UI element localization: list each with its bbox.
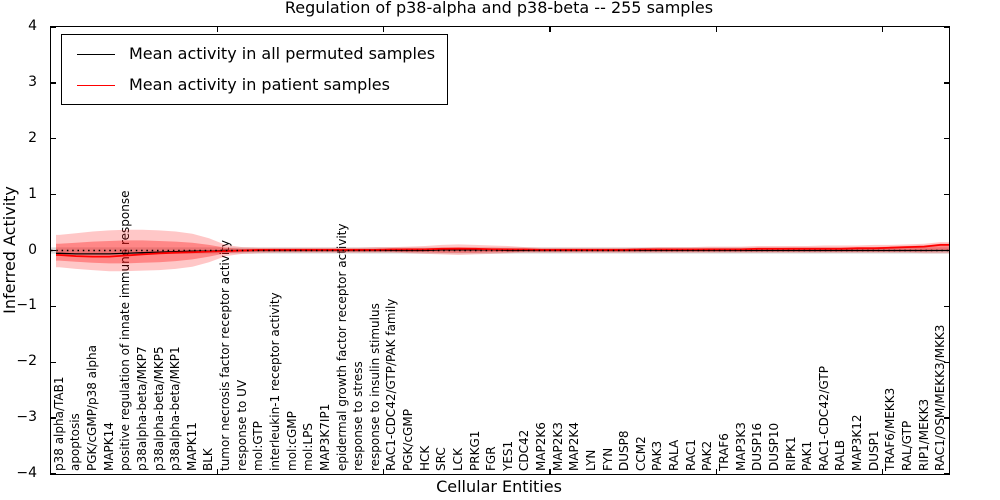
legend: Mean activity in all permuted samples Me…: [61, 34, 449, 105]
tick-mark: [881, 27, 884, 32]
tick-mark: [51, 26, 56, 28]
y-tick-label: −4: [16, 465, 37, 481]
tick-mark: [944, 473, 949, 475]
tick-mark: [881, 469, 884, 474]
tick-mark: [944, 82, 949, 84]
tick-mark: [944, 249, 949, 252]
chart-title: Regulation of p38-alpha and p38-beta -- …: [284, 0, 714, 17]
chart-canvas: [51, 229, 949, 272]
tick-mark: [51, 305, 56, 308]
y-tick-label: 3: [28, 73, 37, 90]
y-tick-label: 2: [28, 129, 37, 146]
legend-line-permuted-icon: [77, 53, 115, 55]
tick-mark: [51, 193, 56, 196]
tick-mark: [216, 27, 218, 32]
plot-area: p38 alpha/TAB1 apoptosis PGK/cGMP/p38 alph…: [50, 26, 950, 475]
tick-mark: [382, 469, 385, 474]
tick-mark: [944, 193, 949, 196]
patient-band-inner: [56, 240, 949, 264]
tick-mark: [549, 27, 551, 32]
legend-entry-patient: Mean activity in patient samples: [74, 73, 435, 97]
patient-mean-line: [56, 244, 949, 258]
tick-mark: [944, 361, 949, 363]
legend-label-patient: Mean activity in patient samples: [129, 75, 390, 94]
tick-mark: [944, 417, 949, 419]
tick-mark: [944, 305, 949, 308]
tick-mark: [944, 138, 949, 140]
y-tick-label: −3: [16, 409, 37, 426]
legend-label-permuted: Mean activity in all permuted samples: [129, 44, 436, 63]
tick-mark: [715, 469, 717, 474]
tick-mark: [549, 469, 551, 474]
y-tick-label: 1: [28, 185, 37, 202]
y-tick-label: 4: [28, 18, 37, 34]
y-tick-label: 0: [28, 241, 37, 258]
tick-mark: [51, 138, 56, 140]
tick-mark: [51, 361, 56, 363]
tick-mark: [51, 82, 56, 84]
x-axis-label: Cellular Entities: [436, 477, 562, 496]
tick-mark: [51, 417, 56, 419]
tick-mark: [382, 27, 385, 32]
tick-mark: [216, 469, 218, 474]
legend-line-patient-icon: [77, 84, 115, 86]
tick-mark: [715, 27, 717, 32]
tick-mark: [944, 26, 949, 28]
tick-mark: [51, 473, 56, 475]
y-tick-label: −1: [16, 297, 37, 314]
legend-entry-permuted: Mean activity in all permuted samples: [74, 42, 435, 66]
tick-mark: [51, 249, 56, 252]
y-tick-label: −2: [16, 353, 37, 370]
